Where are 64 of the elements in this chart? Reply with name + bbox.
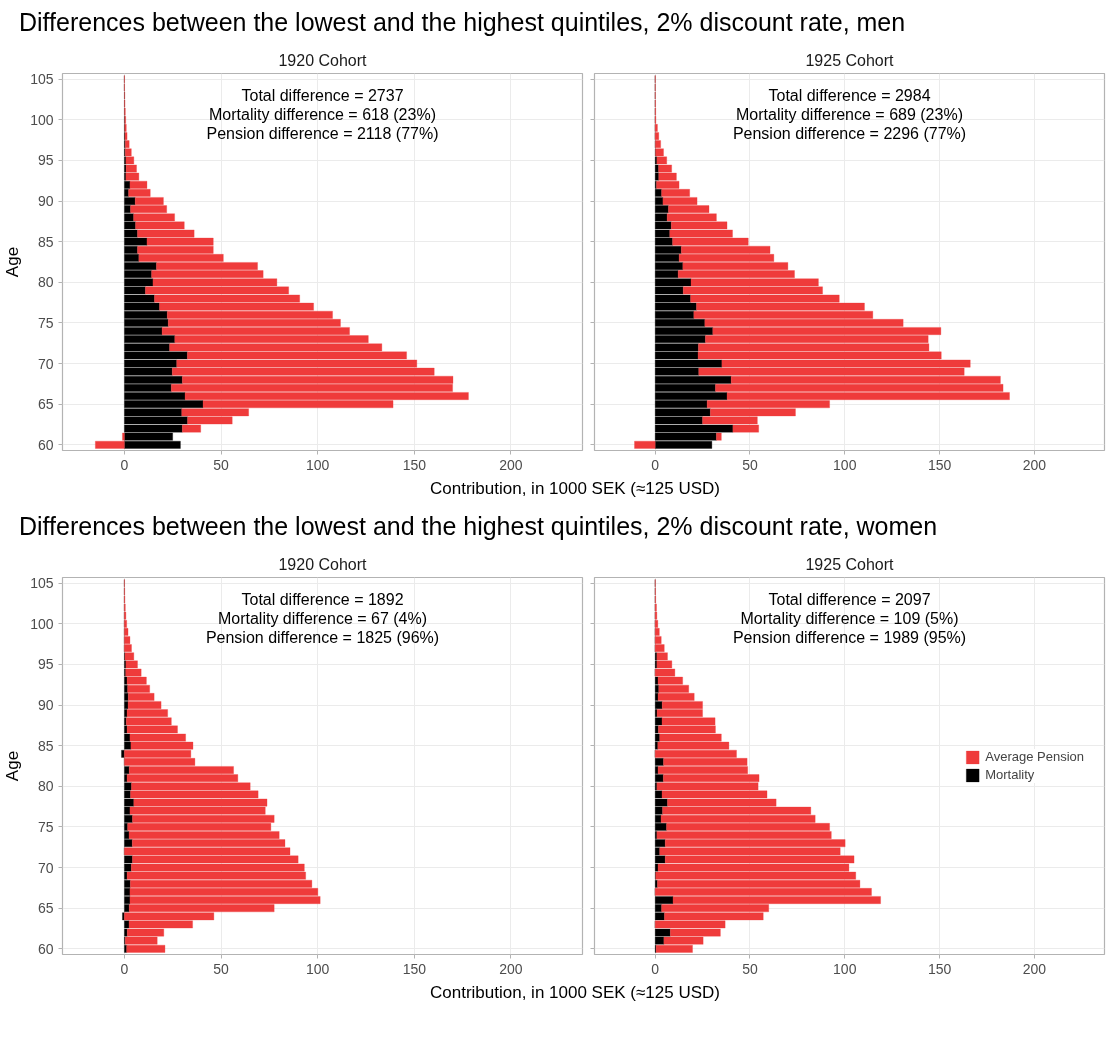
y-tick-label: 75: [37, 314, 54, 331]
annotation: Total difference = 2097: [768, 591, 931, 608]
chart-subtitle: 1920 Cohort: [278, 51, 368, 69]
annotation: Total difference = 1892: [241, 591, 404, 608]
x-tick-label: 0: [651, 456, 660, 473]
x-tick-label: 50: [213, 960, 230, 977]
legend-label: Mortality: [985, 767, 1035, 782]
x-tick-label: 50: [742, 456, 758, 473]
x-tick-label: 100: [833, 960, 857, 977]
annotation: Mortality difference = 618 (23%): [209, 106, 436, 123]
y-tick-label: 70: [37, 355, 54, 372]
y-tick-label: 75: [37, 818, 54, 835]
x-axis-title: Contribution, in 1000 SEK (≈125 USD): [430, 982, 720, 1004]
chart-title: Differences between the lowest and the highest quintiles, 2% discount rate, men: [19, 7, 906, 38]
annotation: Pension difference = 1989 (95%): [732, 629, 967, 646]
y-tick-label: 80: [37, 274, 54, 291]
x-tick-label: 150: [402, 456, 427, 473]
annotation: Total difference = 2737: [241, 87, 404, 104]
annotation: Total difference = 2984: [768, 87, 931, 104]
x-tick-label: 150: [927, 960, 952, 977]
x-tick-label: 200: [499, 456, 523, 473]
annotation: Mortality difference = 67 (4%): [217, 610, 428, 627]
x-tick-label: 200: [499, 960, 523, 977]
y-tick-label: 60: [37, 940, 54, 957]
y-tick-label: 105: [30, 71, 54, 88]
y-tick-label: 90: [37, 193, 54, 210]
annotation: Mortality difference = 109 (5%): [740, 610, 959, 627]
x-tick-label: 50: [742, 960, 758, 977]
y-tick-label: 100: [30, 615, 54, 632]
x-tick-label: 50: [213, 456, 230, 473]
legend-label: Average Pension: [985, 749, 1084, 764]
x-tick-label: 200: [1022, 960, 1047, 977]
x-tick-label: 100: [305, 456, 330, 473]
chart-title: Differences between the lowest and the highest quintiles, 2% discount rate, women: [19, 511, 938, 542]
chart-subtitle: 1920 Cohort: [278, 555, 368, 573]
annotation: Pension difference = 1825 (96%): [205, 629, 440, 646]
y-axis-title: Age: [3, 246, 23, 278]
x-tick-label: 100: [833, 456, 857, 473]
y-tick-label: 65: [37, 396, 54, 413]
annotation: Pension difference = 2296 (77%): [732, 125, 967, 142]
x-tick-label: 150: [927, 456, 952, 473]
y-axis-title: Age: [3, 750, 23, 782]
x-tick-label: 150: [402, 960, 427, 977]
x-tick-label: 0: [120, 960, 129, 977]
chart-subtitle: 1925 Cohort: [805, 51, 895, 69]
x-axis-title: Contribution, in 1000 SEK (≈125 USD): [430, 478, 720, 500]
y-tick-label: 95: [37, 152, 54, 169]
y-tick-label: 100: [30, 111, 54, 128]
annotation: Pension difference = 2118 (77%): [206, 125, 439, 142]
x-tick-label: 0: [651, 960, 660, 977]
y-tick-label: 80: [37, 778, 54, 795]
y-tick-label: 65: [37, 900, 54, 917]
y-tick-label: 105: [30, 575, 54, 592]
y-tick-label: 95: [37, 656, 54, 673]
x-tick-label: 100: [305, 960, 330, 977]
y-tick-label: 85: [37, 233, 54, 250]
annotation: Mortality difference = 689 (23%): [736, 106, 963, 123]
x-tick-label: 0: [120, 456, 129, 473]
y-tick-label: 90: [37, 697, 54, 714]
y-tick-label: 70: [37, 859, 54, 876]
y-tick-label: 85: [37, 737, 54, 754]
y-tick-label: 60: [37, 436, 54, 453]
x-tick-label: 200: [1022, 456, 1047, 473]
chart-subtitle: 1925 Cohort: [805, 555, 895, 573]
